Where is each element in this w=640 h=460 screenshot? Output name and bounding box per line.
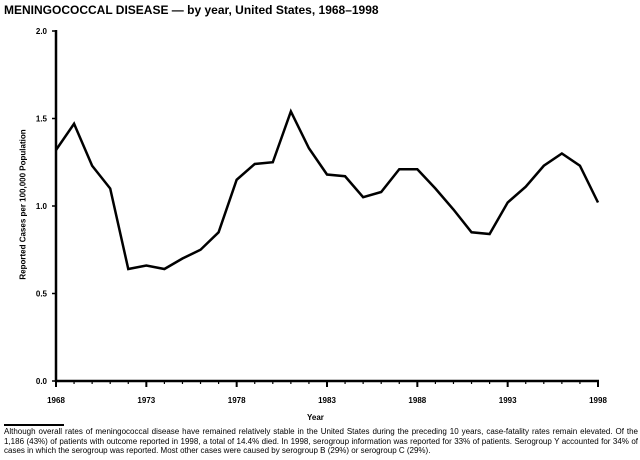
y-tick-label: 0.0 xyxy=(36,377,48,386)
x-tick-label: 1973 xyxy=(137,396,155,405)
footnote: Although overall rates of meningococcal … xyxy=(4,427,638,456)
series-line xyxy=(54,108,600,271)
y-axis-label: Reported Cases per 100,000 Population xyxy=(18,129,28,280)
y-tick-label: 0.5 xyxy=(36,290,48,299)
y-tick-label: 2.0 xyxy=(36,27,48,36)
x-axis-label: Year xyxy=(307,413,324,422)
y-tick-label: 1.0 xyxy=(36,202,48,211)
line-chart: 0.0 0.5 1.0 1.5 2.0 1968 1973 1978 1983 1988 1993 1… xyxy=(36,27,608,405)
chart-title: MENINGOCOCCAL DISEASE — by year, United … xyxy=(4,3,379,17)
x-tick-label: 1998 xyxy=(589,396,607,405)
x-tick-label: 1993 xyxy=(499,396,517,405)
x-tick-label: 1988 xyxy=(408,396,426,405)
y-tick-label: 1.5 xyxy=(36,115,48,124)
x-tick-label: 1983 xyxy=(318,396,336,405)
x-tick-label: 1968 xyxy=(47,396,65,405)
footnote-rule xyxy=(4,424,64,426)
x-tick-label: 1978 xyxy=(228,396,246,405)
